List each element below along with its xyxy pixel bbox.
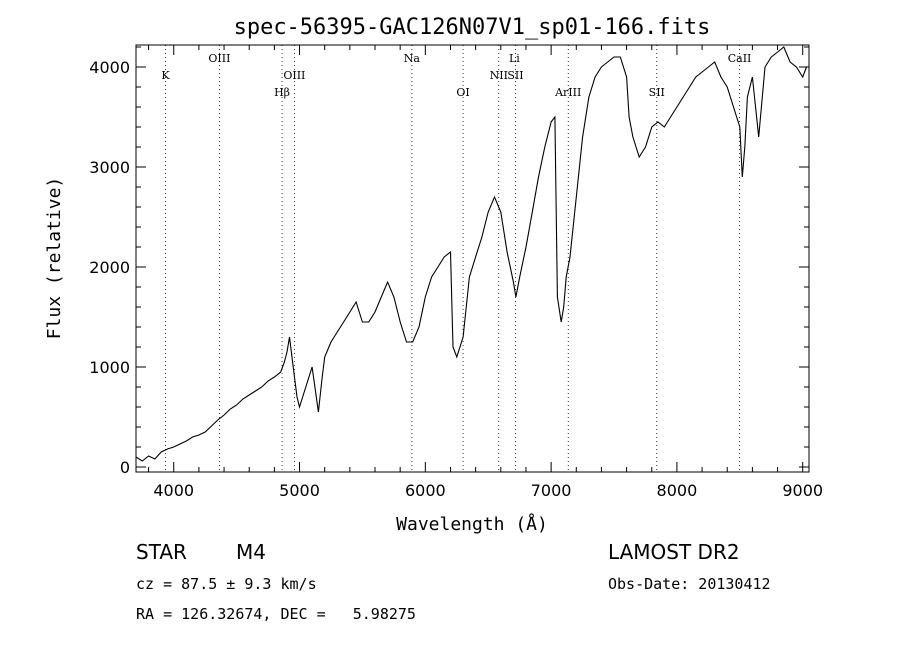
line-label: Li — [509, 52, 520, 65]
obs-date: Obs-Date: 20130412 — [608, 575, 771, 593]
x-tick-label: 9000 — [782, 481, 823, 500]
y-tick-label: 4000 — [89, 58, 130, 77]
coordinates: RA = 126.32674, DEC = 5.98275 — [136, 605, 416, 623]
spectrum-chart: spec-56395-GAC126N07V1_sp01-166.fits Flu… — [44, 15, 823, 535]
line-label: Na — [404, 52, 421, 65]
plot-frame — [135, 44, 810, 473]
chart-title: spec-56395-GAC126N07V1_sp01-166.fits — [234, 15, 711, 40]
x-tick-label: 5000 — [279, 481, 320, 500]
object-type: STAR — [136, 540, 187, 564]
line-label: Hβ — [274, 86, 290, 99]
line-label: OIII — [283, 69, 305, 82]
line-label: NII — [490, 69, 508, 82]
line-label: ArIII — [554, 86, 581, 99]
line-label: OI — [456, 86, 469, 99]
object-subclass: M4 — [236, 540, 266, 564]
velocity-readout: cz = 87.5 ± 9.3 km/s — [136, 575, 317, 593]
line-label: CaII — [728, 52, 752, 65]
spectrum-line — [135, 46, 808, 462]
x-axis-label: Wavelength (Å) — [396, 513, 548, 535]
x-tick-label: 8000 — [657, 481, 698, 500]
line-label: SII — [649, 86, 665, 99]
y-tick-label: 3000 — [89, 158, 130, 177]
line-label: SII — [507, 69, 523, 82]
x-tick-label: 7000 — [531, 481, 572, 500]
y-tick-label: 2000 — [89, 258, 130, 277]
x-tick-label: 4000 — [153, 481, 194, 500]
line-label: OIII — [208, 52, 230, 65]
line-label: K — [161, 69, 170, 82]
x-tick-label: 6000 — [405, 481, 446, 500]
y-tick-label: 0 — [120, 458, 130, 477]
y-axis-label: Flux (relative) — [44, 177, 65, 340]
y-tick-label: 1000 — [89, 358, 130, 377]
survey-name: LAMOST DR2 — [608, 540, 740, 564]
